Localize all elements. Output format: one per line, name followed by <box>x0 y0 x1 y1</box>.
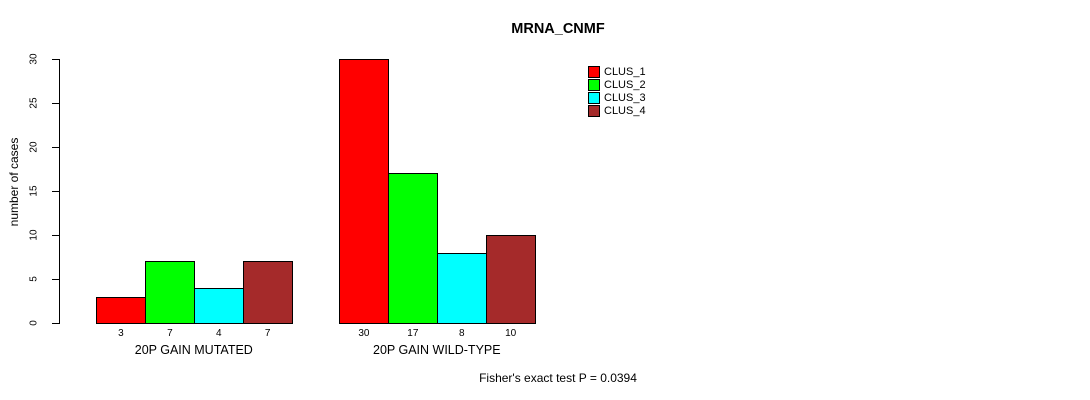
bar-value-label: 10 <box>505 328 517 339</box>
y-axis-tick <box>52 103 59 104</box>
x-category-label: 20P GAIN MUTATED <box>134 343 253 357</box>
legend-label-clus_3: CLUS_3 <box>604 92 646 104</box>
bar-value-label: 17 <box>407 328 419 339</box>
legend-swatch-clus_4 <box>588 105 600 117</box>
y-axis-tick <box>52 279 59 280</box>
legend-label-clus_1: CLUS_1 <box>604 66 646 78</box>
bar-value-label: 7 <box>264 328 271 339</box>
y-axis-tick <box>52 59 59 60</box>
bar-value-label: 30 <box>358 328 370 339</box>
legend-label-clus_2: CLUS_2 <box>604 79 646 91</box>
legend-swatch-clus_3 <box>588 92 600 104</box>
bar-value-label: 4 <box>215 328 222 339</box>
legend-swatch-clus_1 <box>588 66 600 78</box>
y-axis-tick <box>52 191 59 192</box>
footer-stat-text: Fisher's exact test P = 0.0394 <box>479 371 637 385</box>
bar-clus_4-group2 <box>485 235 536 324</box>
bar-clus_1-group2 <box>339 59 389 324</box>
legend-label-clus_4: CLUS_4 <box>604 105 646 117</box>
chart-title: MRNA_CNMF <box>511 21 605 37</box>
y-axis-tick <box>52 235 59 236</box>
bar-value-label: 7 <box>167 328 173 339</box>
bar-value-label: 8 <box>458 328 465 339</box>
bar-clus_3-group2 <box>436 252 487 324</box>
legend-swatch-clus_2 <box>588 79 600 91</box>
y-axis-line <box>59 59 60 324</box>
x-category-label: 20P GAIN WILD-TYPE <box>373 343 501 357</box>
bar-clus_1-group1 <box>96 296 146 324</box>
bar-value-label: 3 <box>118 328 124 339</box>
bar-clus_3-group1 <box>193 287 244 324</box>
bar-clus_2-group2 <box>387 173 438 324</box>
y-axis-tick <box>52 147 59 148</box>
bar-clus_4-group1 <box>242 261 293 324</box>
y-axis-tick <box>52 323 59 324</box>
